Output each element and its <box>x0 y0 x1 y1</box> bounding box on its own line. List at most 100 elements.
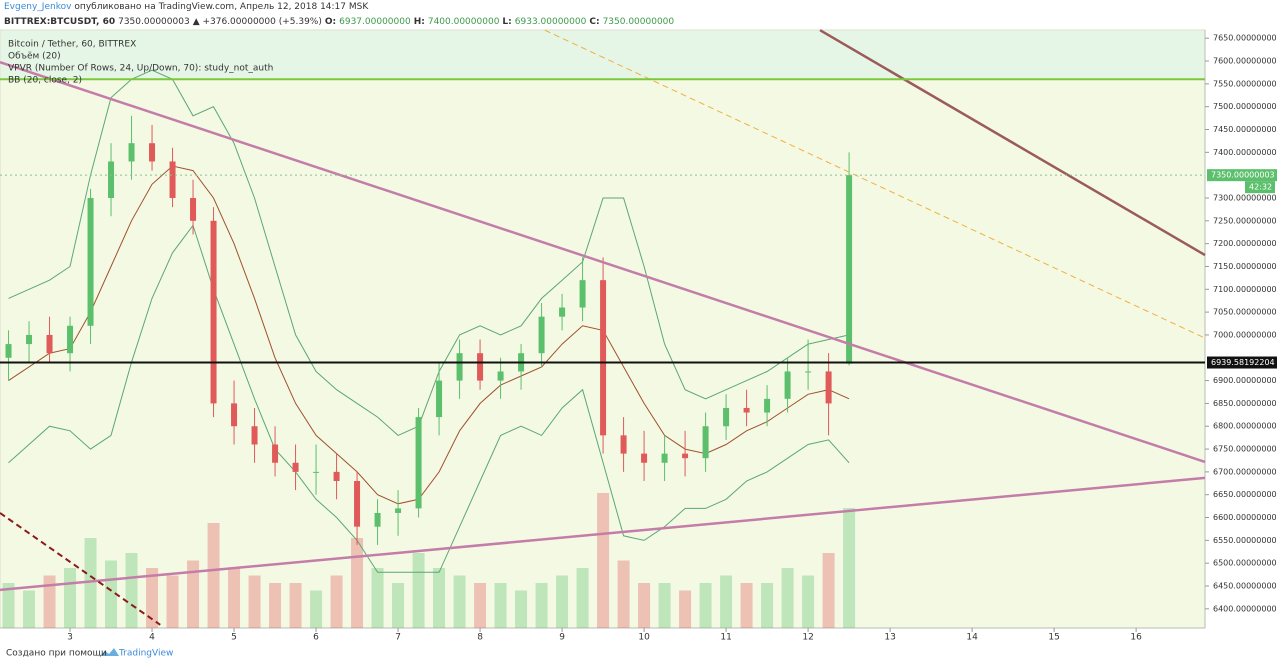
y-tick-label: 6850.00000000 <box>1213 399 1277 408</box>
candle-body <box>169 161 176 198</box>
candle-body <box>825 371 832 404</box>
zone-fill <box>1 31 1204 80</box>
candle-body <box>26 334 33 345</box>
volume-bar <box>371 568 384 628</box>
candle-body <box>149 143 156 162</box>
candle-body <box>313 471 320 473</box>
header-line: Evgeny_Jenkov опубликовано на TradingView… <box>4 0 677 15</box>
price-label: 7350.00000003 <box>1211 171 1275 180</box>
candle-body <box>764 398 771 413</box>
x-tick-label: 10 <box>638 633 650 643</box>
legend-item: Объём (20) <box>8 52 61 62</box>
x-tick-label: 9 <box>559 633 565 643</box>
candle-body <box>67 325 74 354</box>
header-line: BITTREX:BTCUSDT, 60 7350.00000003 ▲ +376.0… <box>4 15 677 30</box>
series-layer <box>0 29 1206 628</box>
volume-bar <box>23 590 36 628</box>
change: ▲ +376.00000000 (+5.39%) <box>192 17 322 27</box>
ohlc-label: L: <box>502 17 512 27</box>
y-tick-label: 7050.00000000 <box>1213 308 1277 317</box>
y-tick-label: 7400.00000000 <box>1213 148 1277 157</box>
candle-body <box>5 344 12 358</box>
y-tick-label: 7300.00000000 <box>1213 193 1277 202</box>
volume-bar <box>761 583 774 628</box>
x-tick-label: 7 <box>395 633 401 643</box>
candle-body <box>846 175 853 364</box>
y-tick-label: 6550.00000000 <box>1213 536 1277 545</box>
ohlc-value: 7350.00000000 <box>602 17 675 27</box>
ohlc-value: 6933.00000000 <box>514 17 587 27</box>
price-label-bg <box>1207 356 1277 369</box>
bollinger-lower <box>8 224 850 573</box>
volume-bar <box>576 568 589 628</box>
legend-item: BB (20, close, 2) <box>8 76 82 86</box>
volume-bar <box>802 575 815 628</box>
candle-body <box>415 417 422 509</box>
candle-body <box>87 197 94 326</box>
symbol: BITTREX:BTCUSDT, 60 <box>4 17 116 27</box>
volume-bar <box>310 590 323 628</box>
trend-line <box>0 60 1206 464</box>
volume-bar <box>720 575 733 628</box>
volume-bar <box>125 553 138 628</box>
volume-bar <box>392 583 405 628</box>
volume-bar <box>433 568 446 628</box>
candle-body <box>395 508 402 513</box>
candle-body <box>723 407 730 427</box>
candle-body <box>108 161 115 198</box>
volume-bar <box>617 560 630 628</box>
y-tick-label: 7000.00000000 <box>1213 330 1277 339</box>
y-tick-label: 6500.00000000 <box>1213 559 1277 568</box>
candle-body <box>128 143 135 162</box>
volume-bar <box>781 568 794 628</box>
x-tick-label: 6 <box>313 633 319 643</box>
footer-brand[interactable]: TradingView <box>118 649 173 659</box>
published: опубликовано на TradingView.com, Апрель … <box>74 2 369 12</box>
header: Evgeny_Jenkov опубликовано на TradingView… <box>4 0 677 30</box>
candle-body <box>210 220 217 404</box>
x-tick-label: 16 <box>1130 633 1142 643</box>
x-tick-label: 12 <box>802 633 813 643</box>
volume-bar <box>658 583 671 628</box>
volume-bar <box>2 583 15 628</box>
candle-body <box>702 426 709 459</box>
trend-line <box>544 29 1206 339</box>
y-axis-area <box>1205 30 1280 628</box>
y-tick-label: 7650.00000000 <box>1213 34 1277 43</box>
price-label: 6939.58192204 <box>1211 358 1275 367</box>
volume-bar <box>638 583 651 628</box>
candle-body <box>477 353 484 381</box>
x-tick-label: 3 <box>67 633 73 643</box>
author[interactable]: Evgeny_Jenkov <box>4 2 72 12</box>
volume-bar <box>228 568 241 628</box>
candle-body <box>805 371 812 373</box>
candle-body <box>497 371 504 381</box>
candle-body <box>600 280 607 436</box>
price-label-bg <box>1207 169 1277 182</box>
x-tick-label: 5 <box>231 633 237 643</box>
y-tick-label: 6600.00000000 <box>1213 513 1277 522</box>
volume-bar <box>187 560 200 628</box>
ohlc-value: 6937.00000000 <box>339 17 411 27</box>
y-tick-label: 7450.00000000 <box>1213 125 1277 134</box>
volume-bar <box>105 560 118 628</box>
y-tick-label: 7250.00000000 <box>1213 216 1277 225</box>
volume-bar <box>248 575 261 628</box>
y-tick-label: 7550.00000000 <box>1213 79 1277 88</box>
ohlc-label: C: <box>589 17 600 27</box>
candle-body <box>46 334 53 354</box>
volume-bar <box>43 575 56 628</box>
candle-body <box>272 444 279 463</box>
x-tick-label: 11 <box>720 633 731 643</box>
bollinger-upper <box>8 69 850 436</box>
volume-bar <box>289 583 302 628</box>
legend-item: Bitcoin / Tether, 60, BITTREX <box>8 40 136 50</box>
countdown-bg <box>1245 181 1275 194</box>
last-price: 7350.00000003 <box>118 17 190 27</box>
volume-bar <box>699 583 712 628</box>
candle-body <box>333 471 340 482</box>
candle-body <box>579 280 586 308</box>
volume-bar <box>269 583 282 628</box>
volume-bar <box>556 575 569 628</box>
